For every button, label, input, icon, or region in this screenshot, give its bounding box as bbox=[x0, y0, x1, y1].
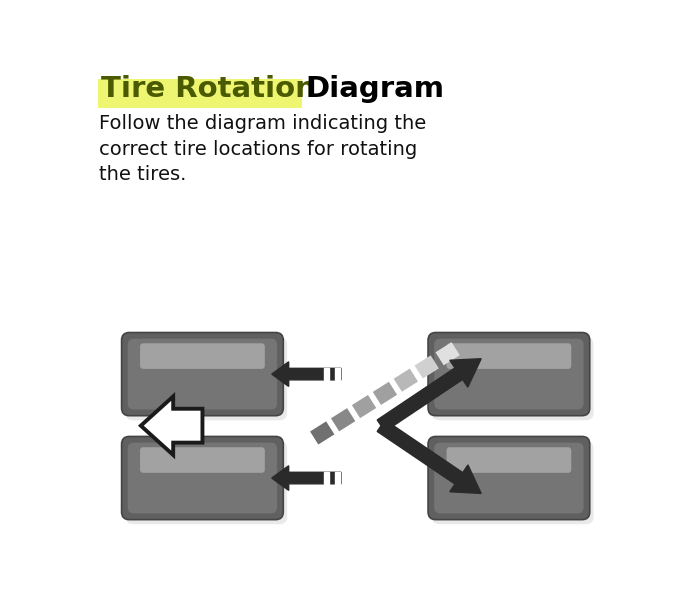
FancyArrow shape bbox=[393, 368, 418, 392]
FancyBboxPatch shape bbox=[121, 437, 283, 520]
FancyArrow shape bbox=[272, 362, 341, 386]
FancyBboxPatch shape bbox=[428, 333, 590, 416]
FancyBboxPatch shape bbox=[126, 441, 287, 524]
FancyBboxPatch shape bbox=[126, 337, 287, 420]
Text: Follow the diagram indicating the
correct tire locations for rotating
the tires.: Follow the diagram indicating the correc… bbox=[99, 114, 427, 184]
FancyArrow shape bbox=[435, 342, 460, 365]
Bar bbox=[335, 472, 340, 484]
FancyBboxPatch shape bbox=[446, 343, 571, 369]
FancyBboxPatch shape bbox=[140, 343, 265, 369]
Bar bbox=[324, 472, 330, 484]
FancyBboxPatch shape bbox=[128, 443, 277, 514]
FancyBboxPatch shape bbox=[434, 443, 584, 514]
Text: Diagram: Diagram bbox=[305, 75, 445, 103]
Bar bbox=[324, 368, 330, 380]
FancyBboxPatch shape bbox=[99, 79, 302, 108]
FancyBboxPatch shape bbox=[121, 333, 283, 416]
FancyArrow shape bbox=[331, 408, 355, 431]
FancyArrow shape bbox=[373, 382, 397, 405]
FancyBboxPatch shape bbox=[128, 339, 277, 410]
FancyArrow shape bbox=[272, 466, 341, 490]
FancyArrow shape bbox=[310, 421, 335, 445]
FancyBboxPatch shape bbox=[140, 447, 265, 473]
FancyArrow shape bbox=[378, 420, 481, 493]
FancyArrow shape bbox=[414, 355, 439, 379]
FancyArrow shape bbox=[352, 395, 376, 418]
FancyBboxPatch shape bbox=[434, 339, 584, 410]
FancyBboxPatch shape bbox=[428, 437, 590, 520]
FancyBboxPatch shape bbox=[432, 441, 593, 524]
Text: Tire Rotation: Tire Rotation bbox=[101, 75, 316, 103]
FancyBboxPatch shape bbox=[432, 337, 593, 420]
FancyBboxPatch shape bbox=[446, 447, 571, 473]
FancyArrow shape bbox=[378, 359, 481, 432]
Bar bbox=[335, 368, 340, 380]
FancyArrow shape bbox=[141, 397, 203, 455]
